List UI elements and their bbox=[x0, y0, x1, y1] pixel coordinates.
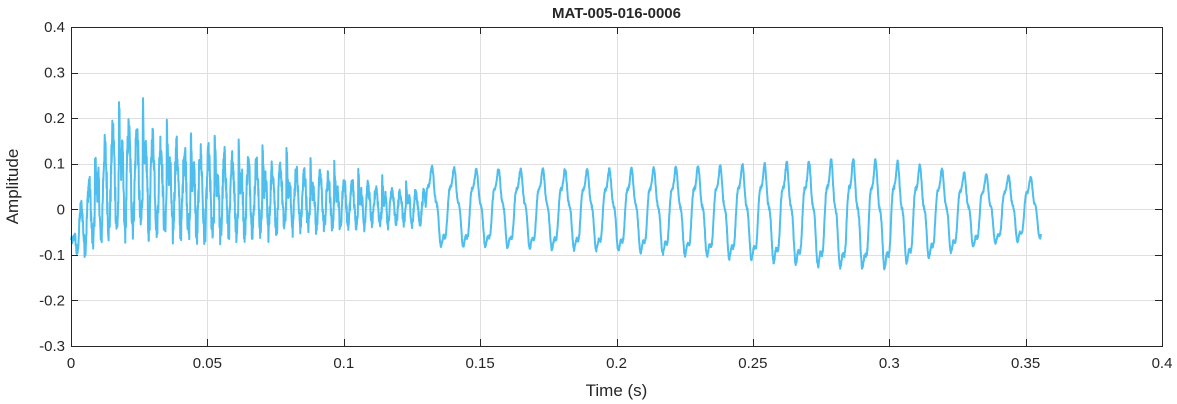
y-tick-label: -0.1 bbox=[39, 247, 65, 264]
x-tick-label: 0.25 bbox=[738, 355, 767, 372]
x-tick-label: 0.3 bbox=[879, 355, 900, 372]
x-tick-label: 0.1 bbox=[333, 355, 354, 372]
x-tick-label: 0.05 bbox=[193, 355, 222, 372]
x-tick-label: 0.35 bbox=[1011, 355, 1040, 372]
y-tick-label: 0 bbox=[57, 201, 65, 218]
x-tick-label: 0 bbox=[67, 355, 75, 372]
x-tick-label: 0.15 bbox=[466, 355, 495, 372]
signal-line bbox=[70, 97, 1042, 271]
plot-area bbox=[71, 27, 1162, 346]
chart-title: MAT-005-016-0006 bbox=[552, 5, 681, 22]
x-axis-label: Time (s) bbox=[586, 381, 648, 400]
y-tick-label: 0.2 bbox=[44, 110, 65, 127]
y-tick-label: -0.2 bbox=[39, 292, 65, 309]
y-tick-label: 0.1 bbox=[44, 156, 65, 173]
x-tick-label: 0.2 bbox=[606, 355, 627, 372]
signal-trace bbox=[70, 97, 1042, 271]
y-tick-label: 0.3 bbox=[44, 65, 65, 82]
axis-ticks: 0 0.05 0.1 0.15 0.2 0.25 0.3 0.35 0.4 -0.3 -0.2 -0.… bbox=[39, 19, 1172, 372]
y-axis-label: Amplitude bbox=[3, 149, 22, 225]
x-tick-label: 0.4 bbox=[1152, 355, 1173, 372]
y-tick-label: 0.4 bbox=[44, 19, 65, 36]
y-tick-label: -0.3 bbox=[39, 338, 65, 355]
